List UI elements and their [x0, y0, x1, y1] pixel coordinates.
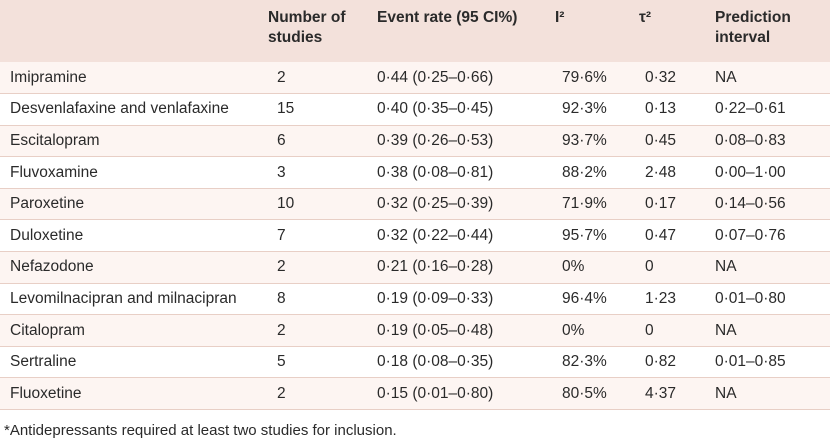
cell-event-rate: 0·19 (0·09–0·33): [377, 283, 555, 316]
cell-event-rate: 0·15 (0·01–0·80): [377, 377, 555, 411]
cell-prediction-interval: 0·14–0·56: [715, 188, 830, 221]
cell-drug: Paroxetine: [0, 188, 268, 221]
cell-prediction-interval: NA: [715, 377, 830, 411]
cell-number-of-studies: 8: [268, 283, 377, 316]
cell-i-squared: 82·3%: [555, 346, 639, 379]
cell-tau-squared: 0·17: [639, 188, 715, 221]
cell-drug: Desvenlafaxine and venlafaxine: [0, 93, 268, 126]
cell-i-squared: 92·3%: [555, 93, 639, 126]
header-tau-squared: τ²: [639, 9, 652, 26]
header-prediction-interval-line2: interval: [715, 29, 771, 46]
cell-prediction-interval: 0·00–1·00: [715, 156, 830, 189]
header-prediction-interval: Prediction interval: [715, 0, 830, 62]
cell-event-rate: 0·32 (0·22–0·44): [377, 219, 555, 253]
header-row: Number of studies Event rate (95 CI%) I²…: [0, 0, 830, 62]
cell-event-rate: 0·38 (0·08–0·81): [377, 156, 555, 189]
cell-prediction-interval: NA: [715, 314, 830, 347]
table-row: Sertraline 5 0·18 (0·08–0·35) 82·3% 0·82 0·01…: [0, 346, 830, 379]
header-number-of-studies: Number of studies: [268, 0, 377, 62]
table-body: Imipramine 2 0·44 (0·25–0·66) 79·6% 0·32 NA De…: [0, 62, 830, 411]
header-event-rate: Event rate (95 CI%): [377, 9, 518, 26]
cell-number-of-studies: 15: [268, 93, 377, 126]
cell-tau-squared: 0·47: [639, 219, 715, 253]
cell-drug: Imipramine: [0, 62, 268, 95]
cell-drug: Duloxetine: [0, 219, 268, 253]
table-row: Duloxetine 7 0·32 (0·22–0·44) 95·7% 0·47 0·07…: [0, 219, 830, 253]
cell-number-of-studies: 5: [268, 346, 377, 379]
cell-tau-squared: 0·32: [639, 62, 715, 95]
cell-number-of-studies: 10: [268, 188, 377, 221]
cell-i-squared: 0%: [555, 251, 639, 284]
cell-number-of-studies: 6: [268, 125, 377, 158]
cell-drug: Levomilnacipran and milnacipran: [0, 283, 268, 316]
antidepressant-event-rate-table: Number of studies Event rate (95 CI%) I²…: [0, 0, 830, 411]
table-header: Number of studies Event rate (95 CI%) I²…: [0, 0, 830, 62]
cell-tau-squared: 1·23: [639, 283, 715, 316]
table-row: Imipramine 2 0·44 (0·25–0·66) 79·6% 0·32 NA: [0, 62, 830, 95]
cell-number-of-studies: 2: [268, 251, 377, 284]
cell-event-rate: 0·18 (0·08–0·35): [377, 346, 555, 379]
cell-prediction-interval: 0·01–0·80: [715, 283, 830, 316]
cell-number-of-studies: 2: [268, 377, 377, 411]
cell-tau-squared: 0: [639, 251, 715, 284]
header-i-squared: I²: [555, 9, 565, 26]
table-row: Desvenlafaxine and venlafaxine 15 0·40 (0·…: [0, 93, 830, 126]
cell-tau-squared: 0·13: [639, 93, 715, 126]
cell-i-squared: 0%: [555, 314, 639, 347]
header-number-of-studies-line1: Number of: [268, 9, 346, 26]
cell-i-squared: 71·9%: [555, 188, 639, 221]
cell-tau-squared: 0: [639, 314, 715, 347]
cell-event-rate: 0·40 (0·35–0·45): [377, 93, 555, 126]
cell-event-rate: 0·32 (0·25–0·39): [377, 188, 555, 221]
cell-tau-squared: 2·48: [639, 156, 715, 189]
cell-i-squared: 79·6%: [555, 62, 639, 95]
cell-number-of-studies: 7: [268, 219, 377, 253]
table-row: Escitalopram 6 0·39 (0·26–0·53) 93·7% 0·45 0·…: [0, 125, 830, 158]
cell-event-rate: 0·44 (0·25–0·66): [377, 62, 555, 95]
cell-prediction-interval: 0·22–0·61: [715, 93, 830, 126]
table-row: Fluvoxamine 3 0·38 (0·08–0·81) 88·2% 2·48 0·0…: [0, 156, 830, 189]
cell-i-squared: 96·4%: [555, 283, 639, 316]
cell-prediction-interval: 0·08–0·83: [715, 125, 830, 158]
cell-number-of-studies: 2: [268, 62, 377, 95]
cell-tau-squared: 4·37: [639, 377, 715, 411]
cell-tau-squared: 0·82: [639, 346, 715, 379]
header-drug: [0, 0, 268, 62]
cell-i-squared: 88·2%: [555, 156, 639, 189]
cell-tau-squared: 0·45: [639, 125, 715, 158]
cell-prediction-interval: NA: [715, 62, 830, 95]
cell-drug: Fluvoxamine: [0, 156, 268, 189]
cell-i-squared: 93·7%: [555, 125, 639, 158]
cell-drug: Sertraline: [0, 346, 268, 379]
cell-drug: Fluoxetine: [0, 377, 268, 411]
cell-prediction-interval: 0·07–0·76: [715, 219, 830, 253]
cell-number-of-studies: 3: [268, 156, 377, 189]
cell-event-rate: 0·39 (0·26–0·53): [377, 125, 555, 158]
header-prediction-interval-line1: Prediction: [715, 9, 791, 26]
cell-i-squared: 80·5%: [555, 377, 639, 411]
table-row: Fluoxetine 2 0·15 (0·01–0·80) 80·5% 4·37 NA: [0, 377, 830, 411]
table-row: Paroxetine 10 0·32 (0·25–0·39) 71·9% 0·17 0·1…: [0, 188, 830, 221]
table-row: Nefazodone 2 0·21 (0·16–0·28) 0% 0 NA: [0, 251, 830, 284]
cell-event-rate: 0·19 (0·05–0·48): [377, 314, 555, 347]
header-number-of-studies-line2: studies: [268, 29, 323, 46]
table-row: Citalopram 2 0·19 (0·05–0·48) 0% 0 NA: [0, 314, 830, 347]
cell-drug: Citalopram: [0, 314, 268, 347]
cell-event-rate: 0·21 (0·16–0·28): [377, 251, 555, 284]
cell-drug: Escitalopram: [0, 125, 268, 158]
table-footnote: *Antidepressants required at least two s…: [4, 422, 397, 439]
cell-number-of-studies: 2: [268, 314, 377, 347]
cell-prediction-interval: 0·01–0·85: [715, 346, 830, 379]
cell-drug: Nefazodone: [0, 251, 268, 284]
cell-prediction-interval: NA: [715, 251, 830, 284]
table-row: Levomilnacipran and milnacipran 8 0·19 (0·…: [0, 283, 830, 316]
cell-i-squared: 95·7%: [555, 219, 639, 253]
